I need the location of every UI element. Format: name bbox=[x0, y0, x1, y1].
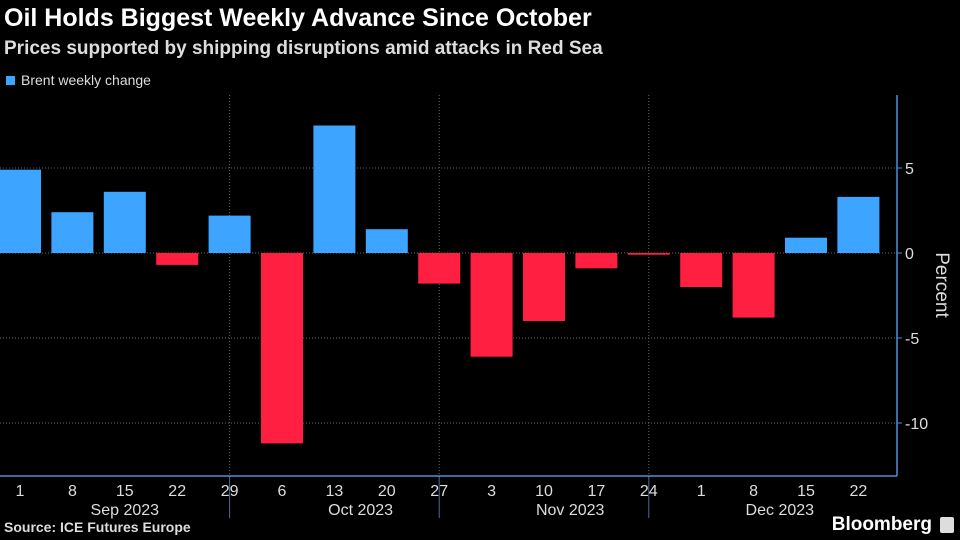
bar bbox=[208, 215, 251, 253]
legend-swatch bbox=[6, 75, 15, 85]
bar bbox=[0, 169, 41, 253]
bloomberg-logo: Bloomberg bbox=[831, 514, 932, 535]
bar bbox=[575, 253, 618, 269]
bar bbox=[418, 253, 461, 284]
bar bbox=[680, 253, 723, 287]
bar bbox=[837, 196, 880, 253]
legend: Brent weekly change bbox=[6, 72, 151, 88]
month-label: Oct 2023 bbox=[328, 502, 393, 519]
x-tick-label: 13 bbox=[326, 483, 344, 500]
bar bbox=[785, 237, 827, 253]
source: Source: ICE Futures Europe bbox=[4, 519, 191, 535]
bar bbox=[627, 253, 670, 255]
y-tick-label: 5 bbox=[905, 161, 914, 178]
x-tick-label: 22 bbox=[850, 483, 868, 500]
y-tick-label: -10 bbox=[905, 416, 928, 433]
x-tick-label: 10 bbox=[535, 483, 553, 500]
bar bbox=[365, 229, 408, 253]
x-tick-label: 8 bbox=[68, 483, 77, 500]
bar bbox=[156, 253, 199, 265]
month-label: Sep 2023 bbox=[91, 502, 160, 519]
y-tick-label: -5 bbox=[905, 331, 919, 348]
x-tick-label: 20 bbox=[378, 483, 396, 500]
month-label: Dec 2023 bbox=[746, 502, 815, 519]
x-tick-label: 8 bbox=[749, 483, 758, 500]
bar bbox=[103, 191, 146, 253]
legend-label: Brent weekly change bbox=[21, 72, 151, 88]
x-tick-label: 6 bbox=[278, 483, 287, 500]
y-tick-label: 0 bbox=[905, 246, 914, 263]
bar bbox=[313, 125, 356, 253]
x-tick-label: 24 bbox=[640, 483, 658, 500]
bar bbox=[261, 253, 303, 444]
y-axis-label: Percent bbox=[931, 252, 952, 318]
x-tick-label: 27 bbox=[430, 483, 448, 500]
x-tick-label: 3 bbox=[487, 483, 496, 500]
chart-subtitle: Prices supported by shipping disruptions… bbox=[4, 38, 603, 59]
x-tick-label: 22 bbox=[168, 483, 186, 500]
bar bbox=[523, 253, 565, 321]
bloomberg-chart-icon bbox=[940, 517, 954, 533]
x-tick-label: 17 bbox=[588, 483, 606, 500]
bar bbox=[51, 212, 94, 253]
month-label: Nov 2023 bbox=[536, 502, 605, 519]
x-tick-label: 1 bbox=[697, 483, 706, 500]
x-tick-label: 15 bbox=[116, 483, 134, 500]
bar bbox=[732, 253, 775, 318]
x-tick-label: 29 bbox=[221, 483, 239, 500]
bar bbox=[470, 253, 513, 357]
chart-title: Oil Holds Biggest Weekly Advance Since O… bbox=[4, 4, 592, 32]
x-tick-label: 1 bbox=[16, 483, 25, 500]
x-tick-label: 15 bbox=[797, 483, 815, 500]
